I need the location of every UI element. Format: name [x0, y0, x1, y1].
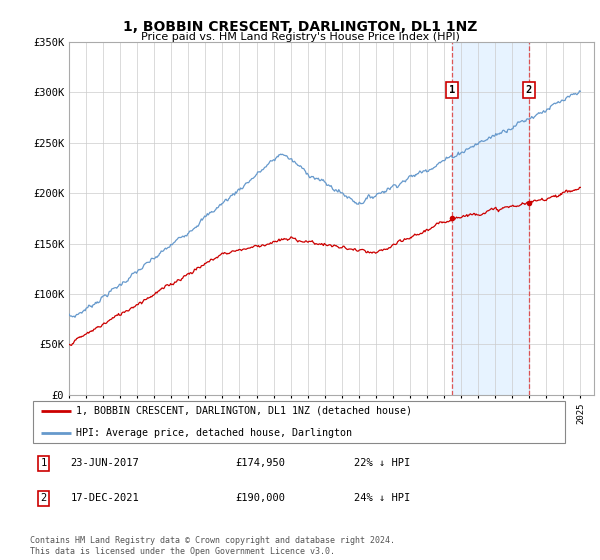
- Text: 1: 1: [449, 85, 455, 95]
- Text: 1: 1: [40, 459, 47, 468]
- Text: 2: 2: [526, 85, 532, 95]
- Bar: [452, 42, 529, 395]
- Text: 1, BOBBIN CRESCENT, DARLINGTON, DL1 1NZ (detached house): 1, BOBBIN CRESCENT, DARLINGTON, DL1 1NZ …: [76, 406, 412, 416]
- Text: 17-DEC-2021: 17-DEC-2021: [71, 493, 139, 503]
- Text: 23-JUN-2017: 23-JUN-2017: [71, 459, 139, 468]
- Text: 2: 2: [40, 493, 47, 503]
- Text: 22% ↓ HPI: 22% ↓ HPI: [354, 459, 410, 468]
- Text: £174,950: £174,950: [235, 459, 285, 468]
- Text: 1, BOBBIN CRESCENT, DARLINGTON, DL1 1NZ: 1, BOBBIN CRESCENT, DARLINGTON, DL1 1NZ: [123, 20, 477, 34]
- Text: Contains HM Land Registry data © Crown copyright and database right 2024.
This d: Contains HM Land Registry data © Crown c…: [30, 536, 395, 556]
- Text: HPI: Average price, detached house, Darlington: HPI: Average price, detached house, Darl…: [76, 428, 352, 438]
- Text: 24% ↓ HPI: 24% ↓ HPI: [354, 493, 410, 503]
- Text: Price paid vs. HM Land Registry's House Price Index (HPI): Price paid vs. HM Land Registry's House …: [140, 32, 460, 43]
- Text: £190,000: £190,000: [235, 493, 285, 503]
- FancyBboxPatch shape: [33, 401, 565, 444]
